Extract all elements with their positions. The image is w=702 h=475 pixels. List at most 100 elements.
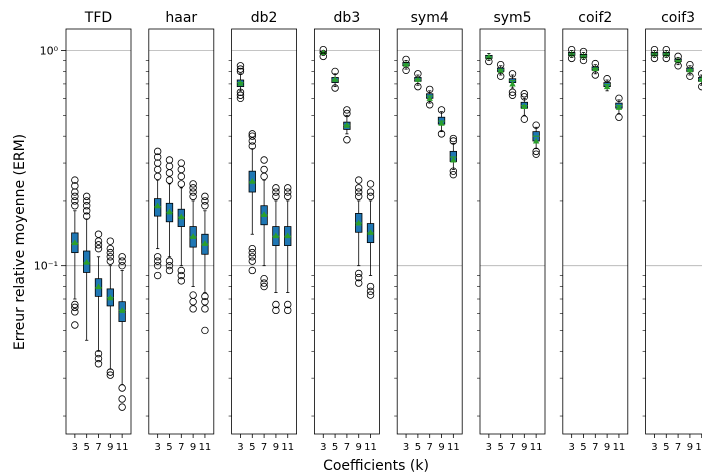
mean-marker [438,119,445,126]
flier-point [355,184,363,192]
flier-point [248,248,256,257]
mean-marker [414,76,422,82]
x-tick-label: 5 [166,442,172,453]
flier-point [272,188,280,196]
flier-point [201,326,209,335]
panel-frame [396,28,463,435]
flier-point [153,153,162,161]
flier-point [82,197,91,205]
x-tick-label: 5 [249,442,255,453]
flier-point [153,159,162,167]
flier-point [260,279,268,287]
flier-point [520,90,529,98]
mean-marker [485,53,493,60]
box-sym5-k7 [508,70,517,99]
panel-frame [562,28,629,435]
flier-point [106,248,115,257]
flier-point [71,176,79,184]
flier-point [118,261,126,270]
panel-title: sym4 [411,10,449,26]
flier-point [449,170,458,179]
flier-point [165,266,174,275]
box-db3-k11 [366,180,375,299]
flier-point [567,45,576,54]
flier-point [106,368,115,376]
flier-point [366,287,375,296]
flier-point [579,56,588,65]
mean-marker [343,121,351,128]
flier-point [662,45,670,54]
flier-point [355,273,363,282]
panel-frame [148,28,215,435]
flier-point [260,282,268,291]
flier-point [248,137,256,145]
x-tick-label: 3 [154,442,160,453]
mean-marker [698,76,702,82]
panel-frame [65,28,132,435]
mean-marker [237,80,244,86]
x-tick-label: 3 [237,442,243,453]
box-db3-k7 [343,106,351,144]
flier-point [153,261,162,270]
mean-marker [580,52,587,59]
box-coif2-k7 [591,59,599,79]
panel-sym4: sym4 3 5 7 9 11 [396,10,463,453]
box-db2-k7 [260,156,268,291]
flier-point [177,277,185,285]
flier-point [686,60,694,69]
box-sym4-k9 [437,106,446,138]
flier-point [331,67,339,76]
flier-point [106,237,115,245]
flier-point [674,52,682,61]
flier-point [579,47,588,56]
box-coif2-k3 [567,45,576,63]
flier-point [567,54,576,63]
x-tick-label: 3 [320,442,326,453]
flier-point [532,150,540,158]
flier-point [201,305,209,313]
mean-marker [686,66,694,73]
mean-marker [663,50,670,57]
x-tick-label: 3 [72,442,78,453]
box-db3-k5 [331,67,339,92]
panel-title: coif3 [661,10,695,26]
flier-point [106,257,115,265]
flier-point [165,169,174,177]
mean-marker [509,80,516,87]
x-tick-label: 7 [261,442,267,453]
box-TFD-k7 [94,230,103,368]
flier-point [165,162,174,170]
x-tick-label: 9 [604,442,610,453]
x-tick-label: 7 [427,442,433,453]
flier-point [508,70,517,78]
flier-point [118,257,126,265]
mean-marker [95,283,102,290]
flier-point [189,184,197,192]
flier-point [248,132,256,140]
flier-point [94,360,103,368]
box-sym4-k7 [426,85,434,109]
box-coif2-k5 [579,47,588,65]
mean-marker [426,95,433,101]
x-tick-label: 3 [651,442,657,453]
box-coif3-k7 [674,52,682,70]
flier-point [71,303,79,312]
x-tick-label: 7 [675,442,681,453]
flier-point [650,45,659,54]
panel-db2: db2 3 5 7 9 11 [231,10,298,453]
x-tick-label: 9 [438,442,444,453]
flier-point [189,291,197,299]
flier-point [355,176,363,184]
x-tick-label: 9 [190,442,196,453]
box-TFD-k3 [71,176,79,329]
mean-marker [532,137,540,144]
mean-marker [331,76,339,82]
flier-point [71,202,79,210]
flier-point [82,207,91,215]
flier-point [331,84,339,92]
panel-coif2: coif2 3 5 7 9 11 [562,10,629,453]
panel-title: TFD [84,10,112,26]
flier-point [284,188,292,196]
box-coif3-k5 [662,45,670,63]
